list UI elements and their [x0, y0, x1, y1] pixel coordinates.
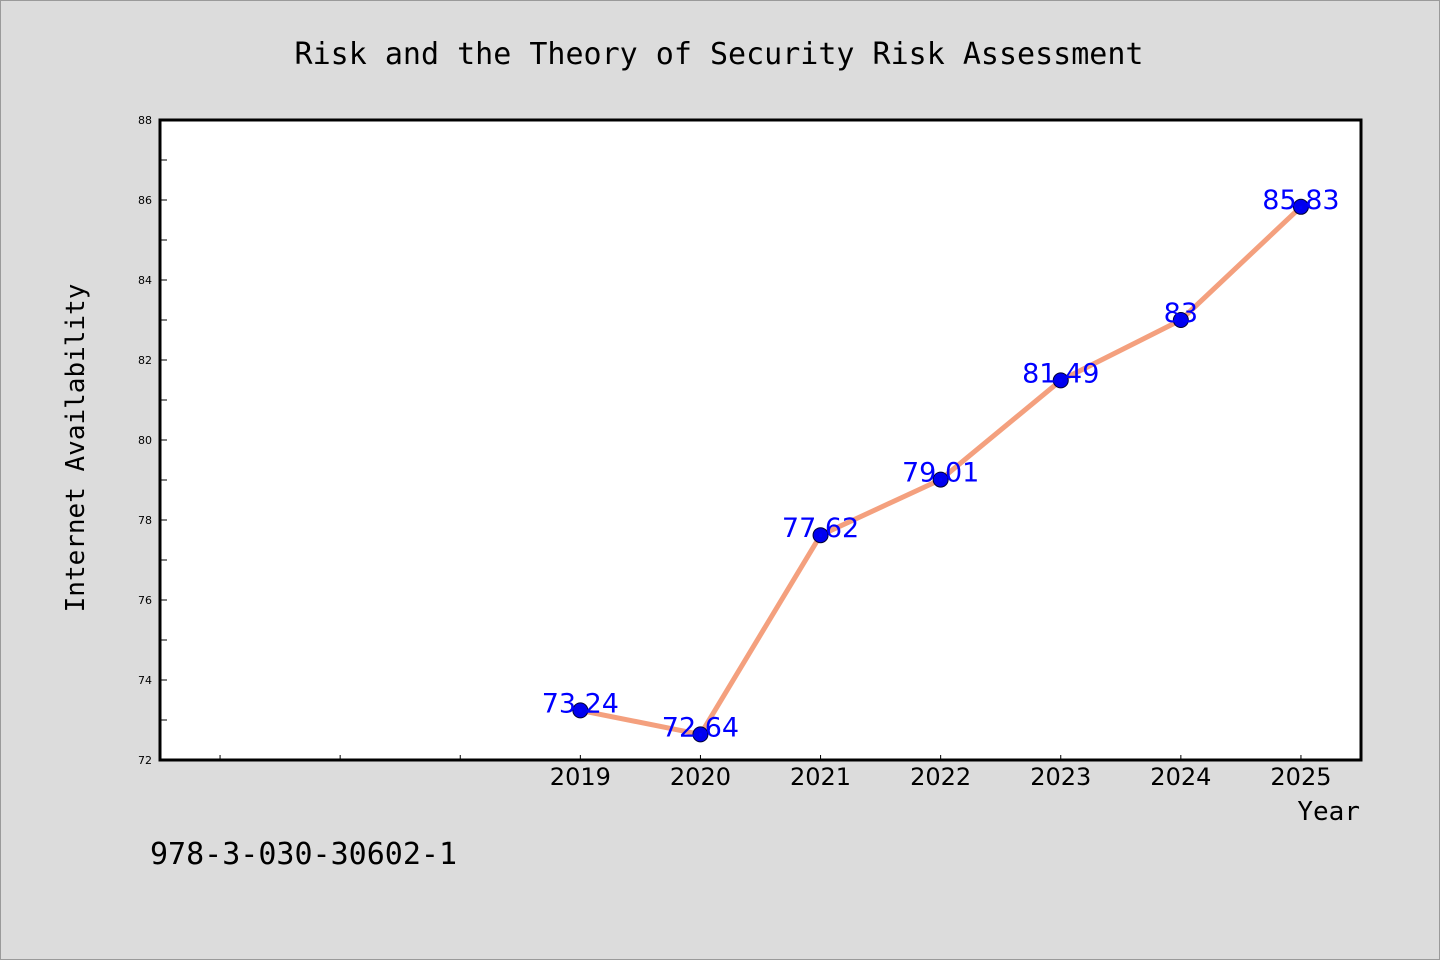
data-point — [812, 527, 829, 544]
data-label: 72.64 — [662, 712, 739, 743]
x-axis: 2019 2020 2021 2022 2023 2024 2025 — [219, 755, 1331, 791]
data-labels: 73.24 72.64 77.62 79.01 81.49 83 85.83 — [542, 185, 1340, 744]
plot-area — [158, 118, 1363, 762]
y-tick-label: 84 — [138, 274, 152, 287]
data-label: 83 — [1164, 298, 1198, 329]
y-tick-label: 72 — [138, 754, 152, 767]
data-label: 79.01 — [902, 458, 979, 489]
x-tick-label: 2024 — [1150, 763, 1211, 791]
y-axis: 72 74 76 78 80 82 84 86 88 — [138, 114, 167, 767]
data-point — [572, 702, 589, 719]
y-tick-label: 76 — [138, 594, 152, 607]
data-label: 73.24 — [542, 688, 619, 719]
x-tick-label: 2021 — [790, 763, 851, 791]
x-tick-label: 2019 — [550, 763, 611, 791]
y-tick-label: 88 — [138, 114, 152, 127]
x-tick-label: 2022 — [910, 763, 971, 791]
data-label: 77.62 — [782, 513, 859, 544]
data-point — [1292, 198, 1309, 215]
y-tick-label: 80 — [138, 434, 152, 447]
data-label: 85.83 — [1262, 185, 1339, 216]
x-tick-label: 2020 — [670, 763, 731, 791]
chart-title: Risk and the Theory of Security Risk Ass… — [295, 37, 1144, 72]
y-tick-label: 82 — [138, 354, 152, 367]
data-point — [932, 471, 949, 488]
y-tick-label: 74 — [138, 674, 152, 687]
y-tick-label: 86 — [138, 194, 152, 207]
x-tick-label: 2023 — [1030, 763, 1091, 791]
data-label: 81.49 — [1022, 358, 1099, 389]
isbn-text: 978-3-030-30602-1 — [150, 837, 457, 872]
y-tick-label: 78 — [138, 514, 152, 527]
series-group — [572, 198, 1309, 743]
data-point — [1052, 372, 1069, 389]
data-point — [1172, 312, 1189, 328]
x-tick-label: 2025 — [1270, 763, 1331, 791]
x-axis-label: Year — [1297, 797, 1360, 827]
data-point — [692, 726, 709, 743]
y-axis-label: Internet Availability — [61, 284, 91, 613]
